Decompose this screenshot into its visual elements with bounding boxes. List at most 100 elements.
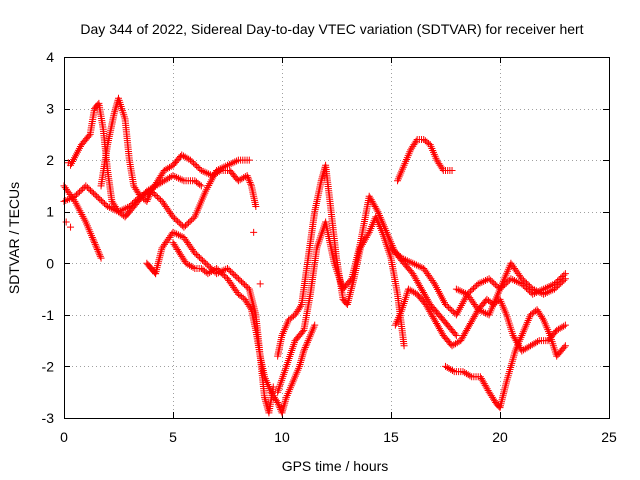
series-track [452, 259, 569, 319]
data-point [269, 383, 277, 391]
data-point [225, 266, 233, 274]
data-point [541, 289, 549, 297]
data-point [71, 192, 79, 200]
data-point [94, 247, 102, 255]
data-point [443, 302, 451, 310]
data-point [250, 228, 258, 236]
data-point [231, 272, 239, 280]
series-track [274, 192, 460, 396]
data-point [300, 347, 308, 355]
data-point [403, 257, 411, 265]
data-point [452, 285, 460, 293]
data-point [466, 372, 474, 380]
data-point [185, 219, 193, 227]
data-point [203, 169, 211, 177]
data-point [89, 235, 97, 243]
data-point [224, 161, 231, 169]
data-point [132, 197, 140, 205]
data-point [560, 322, 568, 330]
data-point [136, 192, 144, 200]
data-point [246, 178, 254, 186]
data-point [241, 281, 249, 289]
data-point [116, 207, 124, 215]
series-track [391, 285, 569, 355]
data-point [77, 186, 85, 194]
data-point [407, 258, 415, 266]
isolated-points [62, 159, 264, 288]
data-point [390, 247, 398, 255]
data-point [519, 276, 527, 284]
data-point [460, 289, 468, 297]
data-point [416, 263, 424, 271]
data-point [534, 288, 542, 296]
data-point [176, 175, 184, 183]
data-point [213, 264, 221, 272]
data-point [91, 239, 99, 247]
plot-frame [64, 57, 610, 419]
data-point [490, 279, 498, 287]
data-point [218, 164, 226, 172]
data-point [88, 188, 96, 196]
data-point [438, 165, 446, 173]
data-point [411, 260, 419, 268]
data-point [138, 191, 146, 199]
data-point [91, 191, 99, 199]
series-track [394, 136, 456, 185]
data-point [347, 276, 355, 284]
data-point [487, 276, 495, 284]
data-point [491, 281, 499, 289]
data-point [178, 176, 186, 184]
data-point [94, 101, 102, 109]
data-point [150, 190, 158, 198]
y-tick-label: 0 [46, 255, 54, 271]
data-point [449, 308, 457, 316]
data-point [299, 328, 307, 336]
data-point [509, 276, 517, 284]
data-point [485, 275, 493, 283]
data-point [242, 282, 250, 290]
data-point [228, 269, 236, 277]
data-point [186, 217, 194, 225]
data-point [214, 266, 222, 274]
data-point [512, 277, 520, 285]
data-point [297, 302, 305, 310]
data-point [171, 214, 179, 222]
data-point [203, 261, 211, 269]
data-point [143, 197, 151, 205]
data-point [127, 201, 135, 209]
data-point [483, 276, 491, 284]
data-point [191, 161, 199, 169]
data-point [90, 189, 98, 197]
data-point [543, 289, 551, 297]
data-point [561, 342, 569, 350]
data-point [118, 206, 126, 214]
x-tick-label: 0 [60, 429, 68, 445]
data-point [448, 367, 456, 375]
data-point [93, 192, 101, 200]
data-point [96, 252, 104, 260]
data-point [393, 250, 401, 258]
series-track [60, 182, 105, 262]
data-point [540, 290, 548, 298]
data-point [88, 234, 96, 241]
data-point [220, 163, 228, 171]
data-point [245, 156, 253, 164]
data-point [205, 262, 213, 270]
data-point [233, 157, 241, 165]
data-point [217, 269, 225, 277]
data-point [169, 172, 177, 180]
data-point [229, 159, 237, 167]
data-point [109, 205, 117, 213]
data-point [446, 305, 454, 313]
data-point [222, 162, 230, 170]
data-point [478, 307, 486, 315]
data-point [547, 287, 555, 295]
data-point [90, 237, 98, 245]
data-point [62, 197, 70, 205]
x-axis-label: GPS time / hours [282, 458, 389, 474]
data-point [177, 220, 185, 228]
data-point [405, 258, 413, 266]
data-point [414, 262, 422, 270]
data-point [451, 330, 459, 338]
data-point [224, 264, 231, 272]
